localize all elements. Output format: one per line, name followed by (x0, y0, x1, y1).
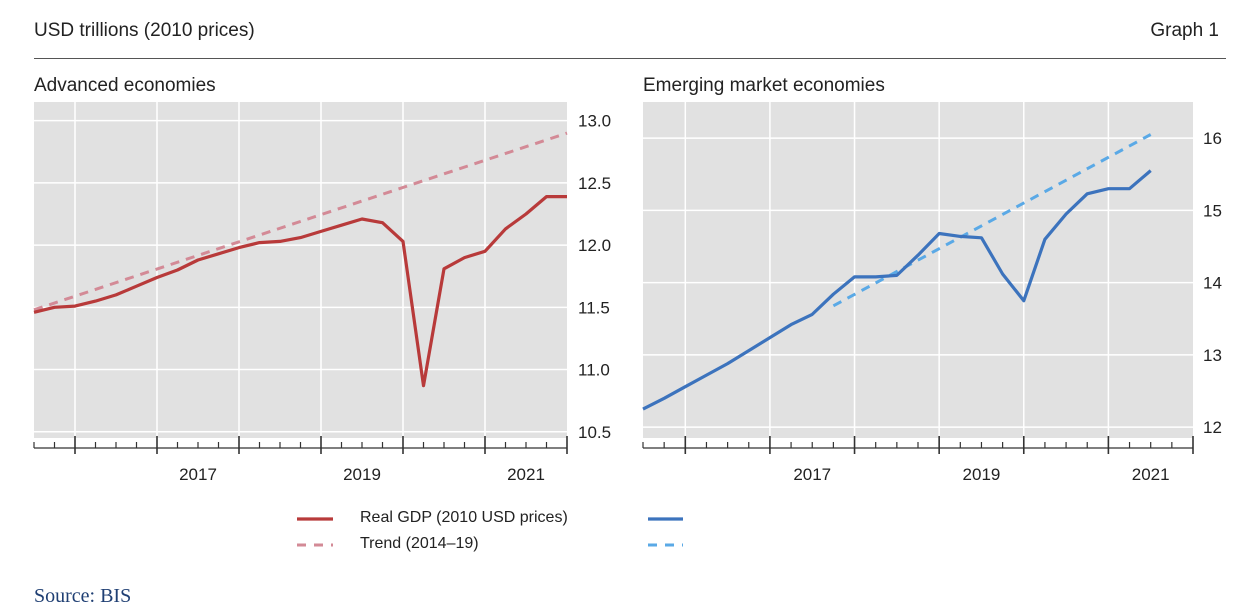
y-tick-label-advanced: 10.5 (578, 423, 611, 442)
y-tick-label-advanced: 12.5 (578, 174, 611, 193)
y-tick-label-advanced: 13.0 (578, 112, 611, 131)
plot-area-advanced (34, 102, 567, 438)
legend-trend-label: Trend (2014–19) (360, 535, 479, 552)
x-tick-label-emerging: 2017 (793, 465, 831, 484)
legend-real-gdp-label: Real GDP (2010 USD prices) (360, 509, 568, 526)
y-tick-label-emerging: 16 (1203, 129, 1222, 148)
real-gdp-line-emerging (642, 169, 1152, 411)
plot-area-emerging (643, 102, 1193, 438)
y-tick-label-advanced: 12.0 (578, 236, 611, 255)
real-gdp-line-advanced (33, 195, 567, 388)
trend-line-advanced (33, 131, 568, 312)
unit-label: USD trillions (2010 prices) (34, 20, 255, 41)
x-tick-label-emerging: 2021 (1132, 465, 1170, 484)
y-tick-label-emerging: 15 (1203, 201, 1222, 220)
source-note: Source: BIS (34, 585, 132, 607)
x-tick-label-emerging: 2019 (963, 465, 1001, 484)
panel-title-advanced: Advanced economies (34, 75, 216, 96)
y-tick-label-emerging: 13 (1203, 346, 1222, 365)
y-tick-label-advanced: 11.5 (578, 298, 610, 317)
y-tick-label-emerging: 14 (1203, 274, 1222, 293)
panel-title-emerging: Emerging market economies (643, 75, 885, 96)
graph-label: Graph 1 (1150, 20, 1219, 41)
y-tick-label-advanced: 11.0 (578, 361, 610, 380)
trend-line-emerging (832, 133, 1152, 308)
header-rule (34, 58, 1226, 59)
x-tick-label-advanced: 2021 (507, 465, 545, 484)
y-tick-label-emerging: 12 (1203, 418, 1222, 437)
x-tick-label-advanced: 2019 (343, 465, 381, 484)
x-tick-label-advanced: 2017 (179, 465, 217, 484)
